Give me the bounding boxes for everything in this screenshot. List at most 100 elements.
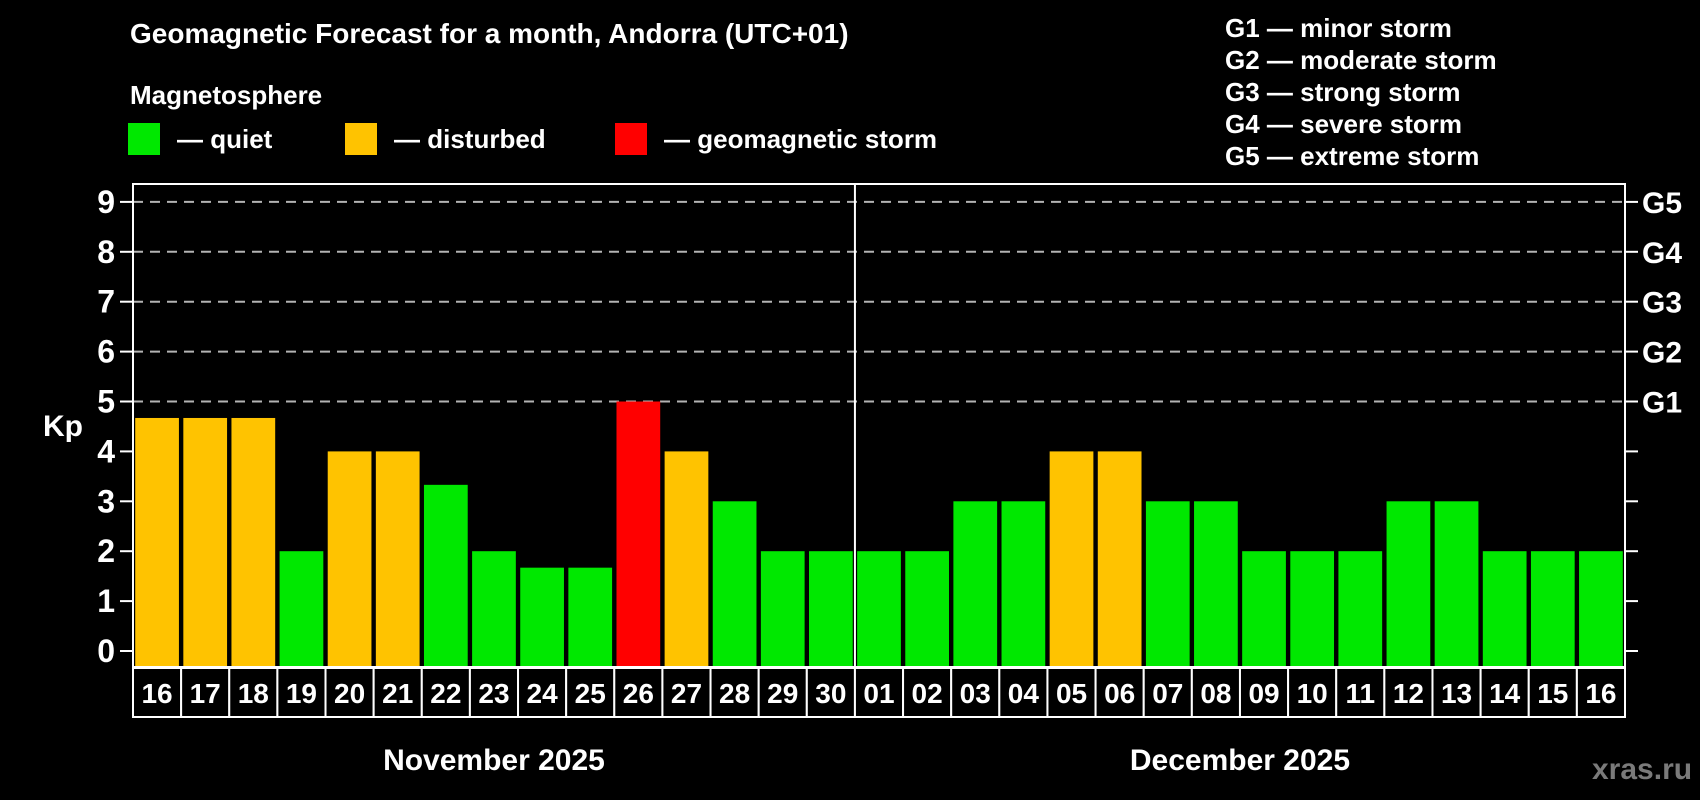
day-cell-november-17 [180, 667, 231, 718]
day-label-november-25: 25 [575, 678, 606, 709]
page-title: Geomagnetic Forecast for a month, Andorr… [130, 18, 849, 49]
kp-bar-november-22 [423, 484, 468, 667]
y-tick-label-9: 9 [97, 184, 115, 220]
watermark: xras.ru [1592, 753, 1693, 786]
month-label-december: December 2025 [1130, 744, 1350, 777]
day-label-december-03: 03 [960, 678, 991, 709]
kp-bar-december-05 [1049, 451, 1094, 667]
right-axis-label-G2: G2 [1642, 337, 1682, 370]
day-cell-december-02 [902, 667, 953, 718]
kp-bar-november-28 [712, 501, 757, 667]
y-tick-label-2: 2 [97, 533, 115, 569]
day-cell-december-05 [1046, 667, 1097, 718]
kp-bar-november-23 [472, 551, 516, 667]
legend-label-disturbed: — disturbed [394, 123, 546, 154]
kp-bar-december-01 [857, 551, 901, 667]
day-label-november-17: 17 [190, 678, 221, 709]
day-label-november-18: 18 [238, 678, 269, 709]
day-label-december-11: 11 [1345, 678, 1375, 709]
day-label-december-16: 16 [1585, 678, 1616, 709]
kp-bar-december-02 [905, 551, 949, 667]
legend-item-disturbed: — disturbed [345, 123, 546, 155]
kp-bar-november-17 [183, 417, 228, 667]
g-scale-legend: G1 — minor storm G2 — moderate storm G3 — … [1225, 12, 1497, 172]
y-tick-label-4: 4 [97, 433, 115, 469]
kp-bar-november-26 [616, 401, 661, 667]
day-label-december-10: 10 [1297, 678, 1328, 709]
kp-bar-november-20 [327, 451, 372, 667]
day-label-december-04: 04 [1008, 678, 1040, 709]
day-cell-november-18 [228, 667, 279, 718]
kp-bar-november-19 [279, 551, 324, 667]
kp-bar-november-21 [375, 451, 420, 667]
kp-bar-december-12 [1386, 501, 1431, 667]
day-cell-december-11 [1335, 667, 1386, 718]
kp-bar-november-25 [568, 567, 613, 667]
day-label-november-22: 22 [430, 678, 461, 709]
y-tick-label-1: 1 [97, 583, 115, 619]
day-label-november-30: 30 [815, 678, 846, 709]
day-label-november-28: 28 [719, 678, 750, 709]
plot-border [132, 183, 1626, 668]
kp-bar-november-27 [664, 451, 709, 667]
kp-bar-november-24 [520, 567, 564, 667]
g-scale-item-1: G1 — minor storm [1225, 13, 1452, 43]
day-cell-december-01 [853, 667, 905, 718]
day-label-december-12: 12 [1393, 678, 1424, 709]
legend-item-quiet: — quiet [128, 123, 272, 155]
y-tick-label-6: 6 [97, 334, 115, 370]
month-label-november: November 2025 [383, 744, 605, 777]
day-label-december-14: 14 [1489, 678, 1521, 709]
y-tick-label-7: 7 [97, 284, 115, 320]
day-cell-november-30 [805, 667, 856, 718]
day-cell-december-06 [1094, 667, 1145, 718]
kp-bar-december-13 [1434, 501, 1479, 667]
kp-bar-december-11 [1338, 551, 1383, 667]
day-label-november-23: 23 [478, 678, 509, 709]
legend-label-storm: — geomagnetic storm [664, 123, 938, 154]
day-label-november-26: 26 [623, 678, 654, 709]
day-cell-november-21 [372, 667, 423, 718]
legend-item-storm: — geomagnetic storm [615, 123, 937, 155]
day-label-december-07: 07 [1152, 678, 1183, 709]
day-label-december-06: 06 [1104, 678, 1135, 709]
kp-bar-november-30 [809, 551, 853, 667]
y-tick-label-3: 3 [97, 483, 115, 519]
right-axis-label-G5: G5 [1642, 187, 1682, 220]
day-label-november-20: 20 [334, 678, 365, 709]
y-tick-label-8: 8 [97, 234, 115, 270]
y-axis-title: Kp [43, 410, 83, 443]
kp-bar-november-29 [760, 551, 805, 667]
disturbed-color-swatch [345, 123, 377, 155]
kp-bar-december-15 [1530, 551, 1575, 667]
y-tick-label-5: 5 [97, 384, 115, 420]
kp-bar-december-09 [1242, 551, 1286, 667]
day-label-december-02: 02 [912, 678, 943, 709]
kp-bar-november-18 [231, 417, 276, 667]
day-cell-december-07 [1142, 667, 1193, 718]
kp-bar-december-03 [953, 501, 998, 667]
kp-bar-december-14 [1482, 551, 1527, 667]
day-label-november-29: 29 [767, 678, 798, 709]
kp-bar-november-16 [135, 417, 179, 667]
day-label-december-01: 01 [863, 678, 894, 709]
g-scale-item-2: G2 — moderate storm [1225, 45, 1497, 75]
right-axis-label-G4: G4 [1642, 237, 1682, 270]
right-axis-label-G1: G1 [1642, 387, 1682, 420]
kp-bar-december-16 [1579, 551, 1623, 667]
day-label-november-16: 16 [141, 678, 172, 709]
legend-label-quiet: — quiet [177, 123, 273, 154]
day-label-december-08: 08 [1200, 678, 1231, 709]
storm-color-swatch [615, 123, 647, 155]
kp-bar-december-10 [1290, 551, 1335, 667]
kp-bar-december-04 [1001, 501, 1046, 667]
day-label-december-13: 13 [1441, 678, 1472, 709]
magnetosphere-label: Magnetosphere [130, 80, 323, 110]
day-label-december-15: 15 [1537, 678, 1568, 709]
day-label-december-05: 05 [1056, 678, 1087, 709]
day-cell-december-14 [1479, 667, 1530, 718]
kp-bar-december-06 [1097, 451, 1142, 667]
day-cell-november-20 [324, 667, 375, 718]
